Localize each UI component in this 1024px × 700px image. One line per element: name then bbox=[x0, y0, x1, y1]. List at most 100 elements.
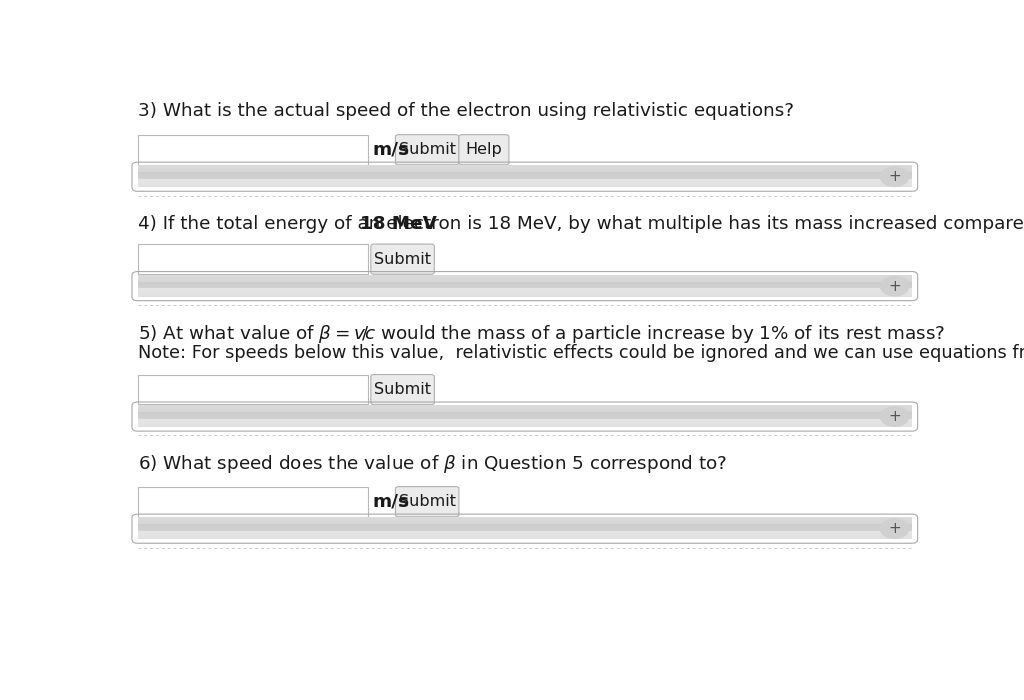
Bar bbox=[137, 425, 912, 426]
FancyBboxPatch shape bbox=[137, 374, 368, 405]
Bar bbox=[137, 279, 912, 281]
Bar bbox=[137, 183, 912, 186]
Bar bbox=[137, 411, 912, 412]
Bar bbox=[137, 533, 912, 534]
Bar bbox=[137, 173, 912, 174]
Circle shape bbox=[881, 519, 909, 538]
Text: Submit: Submit bbox=[398, 494, 456, 509]
Bar bbox=[137, 284, 912, 286]
Bar bbox=[137, 165, 912, 167]
Bar bbox=[137, 291, 912, 293]
Text: Submit: Submit bbox=[374, 252, 431, 267]
Bar bbox=[137, 519, 912, 520]
Bar bbox=[137, 278, 912, 280]
Bar bbox=[137, 171, 912, 172]
Bar bbox=[137, 420, 912, 422]
Bar bbox=[137, 525, 912, 526]
Text: 6) What speed does the value of $\beta$ in Question 5 correspond to?: 6) What speed does the value of $\beta$ … bbox=[137, 453, 727, 475]
Bar bbox=[137, 415, 912, 416]
Text: Note: For speeds below this value,  relativistic effects could be ignored and we: Note: For speeds below this value, relat… bbox=[137, 344, 1024, 363]
Bar bbox=[137, 295, 912, 297]
Bar bbox=[137, 405, 912, 407]
Bar bbox=[137, 533, 912, 535]
Bar bbox=[137, 529, 912, 531]
Bar bbox=[137, 413, 912, 414]
Text: m/s: m/s bbox=[373, 493, 410, 511]
Bar bbox=[137, 174, 912, 176]
FancyBboxPatch shape bbox=[395, 134, 459, 165]
Text: +: + bbox=[888, 169, 901, 184]
Bar bbox=[137, 521, 912, 522]
Bar bbox=[137, 176, 912, 178]
Text: Submit: Submit bbox=[398, 142, 456, 158]
Bar bbox=[137, 409, 912, 410]
Bar bbox=[137, 277, 912, 279]
Bar bbox=[137, 416, 912, 418]
Bar bbox=[137, 414, 912, 416]
FancyBboxPatch shape bbox=[395, 486, 459, 517]
Bar bbox=[137, 287, 912, 288]
Text: 4) If the total energy of an electron is 18 MeV, by what multiple has its mass i: 4) If the total energy of an electron is… bbox=[137, 215, 1024, 233]
Bar bbox=[137, 178, 912, 180]
Text: +: + bbox=[888, 522, 901, 536]
Bar bbox=[137, 181, 912, 182]
Bar bbox=[137, 528, 912, 530]
Bar bbox=[137, 167, 912, 168]
Bar bbox=[137, 517, 912, 519]
Text: Submit: Submit bbox=[374, 382, 431, 397]
Bar bbox=[137, 426, 912, 427]
Bar bbox=[137, 418, 912, 420]
Bar bbox=[137, 186, 912, 188]
Bar bbox=[137, 289, 912, 290]
Bar bbox=[137, 519, 912, 521]
Text: Help: Help bbox=[466, 142, 503, 158]
Circle shape bbox=[881, 407, 909, 426]
Bar bbox=[137, 531, 912, 533]
Bar bbox=[137, 424, 912, 425]
FancyBboxPatch shape bbox=[459, 134, 509, 165]
Bar bbox=[137, 522, 912, 524]
Text: +: + bbox=[888, 409, 901, 424]
FancyBboxPatch shape bbox=[137, 244, 368, 274]
Text: 3) What is the actual speed of the electron using relativistic equations?: 3) What is the actual speed of the elect… bbox=[137, 102, 794, 120]
Bar bbox=[137, 175, 912, 176]
FancyBboxPatch shape bbox=[371, 374, 434, 405]
FancyBboxPatch shape bbox=[137, 487, 368, 517]
Bar bbox=[137, 531, 912, 532]
Bar bbox=[137, 523, 912, 524]
Bar bbox=[137, 292, 912, 294]
Bar bbox=[137, 421, 912, 423]
Bar bbox=[137, 281, 912, 283]
Bar bbox=[137, 276, 912, 277]
Bar bbox=[137, 288, 912, 289]
Bar bbox=[137, 282, 912, 284]
Bar bbox=[137, 536, 912, 538]
Bar bbox=[137, 172, 912, 174]
Bar bbox=[137, 179, 912, 181]
Bar bbox=[137, 167, 912, 169]
Bar bbox=[137, 524, 912, 526]
Bar bbox=[137, 412, 912, 413]
Bar bbox=[137, 537, 912, 538]
Bar bbox=[137, 280, 912, 282]
Bar bbox=[137, 419, 912, 421]
Bar bbox=[137, 410, 912, 411]
Bar bbox=[137, 185, 912, 186]
Bar bbox=[137, 406, 912, 408]
Bar bbox=[137, 169, 912, 172]
Bar bbox=[137, 177, 912, 179]
Text: 5) At what value of $\beta = v\!/\!c$ would the mass of a particle increase by $: 5) At what value of $\beta = v\!/\!c$ wo… bbox=[137, 323, 945, 344]
Bar bbox=[137, 423, 912, 424]
Bar bbox=[137, 417, 912, 419]
Bar bbox=[137, 169, 912, 170]
Bar bbox=[137, 294, 912, 296]
Bar bbox=[137, 526, 912, 528]
Bar bbox=[137, 183, 912, 184]
Circle shape bbox=[881, 276, 909, 296]
Bar bbox=[137, 286, 912, 287]
Text: +: + bbox=[888, 279, 901, 293]
Bar bbox=[137, 284, 912, 285]
Bar bbox=[137, 527, 912, 528]
Bar bbox=[137, 293, 912, 295]
Text: m/s: m/s bbox=[373, 141, 410, 159]
